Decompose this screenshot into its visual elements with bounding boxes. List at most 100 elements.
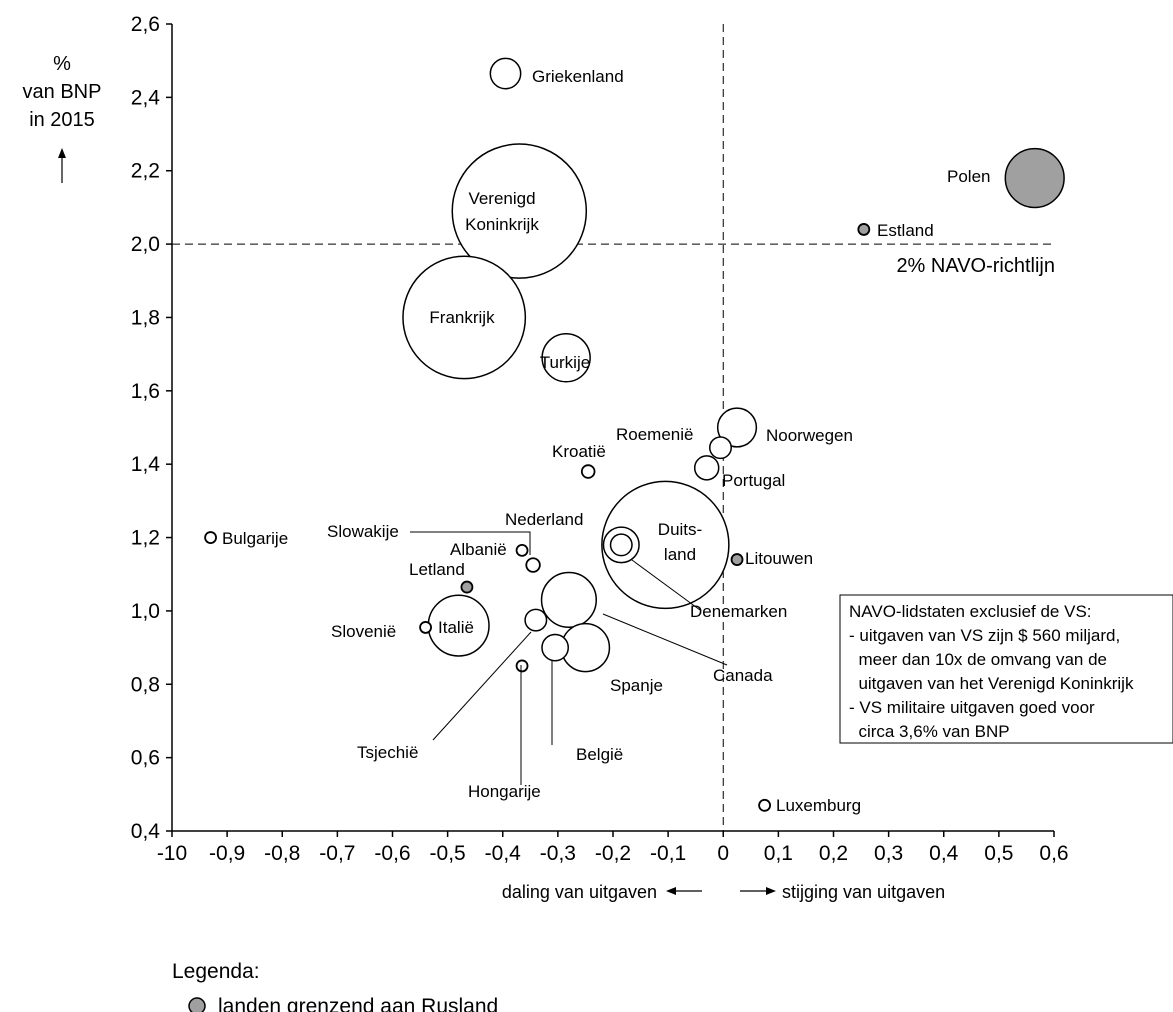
axes: 0,40,60,81,01,21,41,61,82,02,22,42,6-10-… xyxy=(131,13,1069,865)
bubble-sloveni- xyxy=(419,621,432,634)
label-slovenie: Slovenië xyxy=(331,622,396,641)
label-belgie: België xyxy=(576,745,623,764)
label-portugal: Portugal xyxy=(722,471,785,490)
x-tick-label: -0,6 xyxy=(374,842,410,865)
leader-lines xyxy=(410,531,728,785)
x-tick-label: 0,5 xyxy=(984,842,1013,865)
label-griekenland: Griekenland xyxy=(532,67,624,86)
y-tick-label: 2,2 xyxy=(131,160,160,183)
leader-line xyxy=(410,531,531,555)
y-tick-label: 2,4 xyxy=(131,86,161,109)
x-tick-label: -0,5 xyxy=(430,842,466,865)
x-tick-label: -0,3 xyxy=(540,842,576,865)
x-tick-label: 0,1 xyxy=(764,842,793,865)
bubble-tsjechi- xyxy=(524,608,548,632)
leader-line xyxy=(432,631,532,741)
bubble-litouwen xyxy=(730,553,744,566)
label-tsjechie: Tsjechië xyxy=(357,743,418,762)
note-box: NAVO-lidstaten exclusief de VS: - uitgav… xyxy=(839,594,1173,744)
legend: Legenda: landen grenzend aan Rusland xyxy=(172,960,498,1012)
bubble-canada xyxy=(540,571,598,629)
label-albanie: Albanië xyxy=(450,540,507,559)
bubble-roemeni- xyxy=(709,436,732,460)
label-kroatie: Kroatië xyxy=(552,442,606,461)
note-line-4: uitgaven van het Verenigd Koninkrijk xyxy=(849,674,1134,693)
bubble-kroati- xyxy=(580,464,596,479)
label-verenigd-koninkrijk-1: Verenigd xyxy=(468,189,535,208)
label-italie: Italië xyxy=(438,618,474,637)
bubble-polen xyxy=(1004,147,1065,209)
bubble-frankrijk xyxy=(402,255,527,380)
bubble-slowakije xyxy=(515,543,529,557)
bubble-estland xyxy=(857,223,871,236)
y-tick-label: 1,4 xyxy=(131,453,161,476)
bubble-albani- xyxy=(525,557,541,573)
note-line-1: NAVO-lidstaten exclusief de VS: xyxy=(849,602,1092,621)
note-line-2: - uitgaven van VS zijn $ 560 miljard, xyxy=(849,626,1120,645)
label-frankrijk: Frankrijk xyxy=(429,308,495,327)
label-verenigd-koninkrijk-2: Koninkrijk xyxy=(465,215,539,234)
bubble-noorwegen xyxy=(716,407,758,448)
left-arrow-icon xyxy=(666,887,702,895)
bubble-letland xyxy=(460,580,474,594)
label-bulgarije: Bulgarije xyxy=(222,529,288,548)
y-tick-label: 1,0 xyxy=(131,600,160,623)
bubble-luxemburg xyxy=(758,798,771,812)
label-letland: Letland xyxy=(409,560,465,579)
x-tick-label: 0,3 xyxy=(874,842,903,865)
x-tick-label: -0,7 xyxy=(319,842,355,865)
label-spanje: Spanje xyxy=(610,676,663,695)
y-tick-label: 0,8 xyxy=(131,673,160,696)
x-tick-label: 0,4 xyxy=(929,842,959,865)
y-axis-label-line1: % xyxy=(53,53,71,75)
bubbles xyxy=(204,57,1065,812)
bubble-hongarije xyxy=(515,659,529,673)
bubble-portugal xyxy=(693,455,720,481)
label-polen: Polen xyxy=(947,167,990,186)
label-canada: Canada xyxy=(713,666,773,685)
y-tick-label: 1,2 xyxy=(131,527,160,550)
legend-title: Legenda: xyxy=(172,960,260,983)
bubble-duitsland xyxy=(601,480,730,610)
x-direction-right-label: stijging van uitgaven xyxy=(782,882,945,902)
label-roemenie: Roemenië xyxy=(616,425,694,444)
bubble-bulgarije xyxy=(204,531,217,544)
label-denemarken: Denemarken xyxy=(690,602,787,621)
x-tick-label: 0 xyxy=(717,842,729,865)
leader-line xyxy=(602,613,728,666)
x-tick-label: -0,2 xyxy=(595,842,631,865)
y-axis-label-line2: van BNP xyxy=(23,81,102,103)
label-litouwen: Litouwen xyxy=(745,549,813,568)
x-tick-label: -0,9 xyxy=(209,842,245,865)
x-tick-label: -0,8 xyxy=(264,842,300,865)
y-tick-label: 0,6 xyxy=(131,747,160,770)
bubble-turkije xyxy=(541,333,591,383)
label-slowakije: Slowakije xyxy=(327,522,399,541)
x-direction-left-label: daling van uitgaven xyxy=(502,882,657,902)
y-tick-label: 1,8 xyxy=(131,306,160,329)
label-turkije: Turkije xyxy=(540,353,590,372)
label-noorwegen: Noorwegen xyxy=(766,426,853,445)
x-tick-label: 0,6 xyxy=(1039,842,1068,865)
x-tick-label: -0,1 xyxy=(650,842,686,865)
y-tick-label: 0,4 xyxy=(131,820,161,843)
note-line-6: circa 3,6% van BNP xyxy=(849,722,1010,741)
legend-swatch-russia-border xyxy=(188,997,206,1012)
x-tick-label: -10 xyxy=(157,842,187,865)
label-luxemburg: Luxemburg xyxy=(776,796,861,815)
x-tick-label: -0,4 xyxy=(485,842,522,865)
bubble-belgi- xyxy=(541,633,570,662)
label-duitsland-1: Duits- xyxy=(658,520,702,539)
y-tick-label: 1,6 xyxy=(131,380,160,403)
bubble-denemarken xyxy=(609,533,633,557)
label-duitsland-2: land xyxy=(664,545,696,564)
y-tick-label: 2,6 xyxy=(131,13,160,36)
label-hongarije: Hongarije xyxy=(468,782,541,801)
y-tick-label: 2,0 xyxy=(131,233,160,256)
reference-line-label: 2% NAVO-richtlijn xyxy=(896,255,1055,277)
x-tick-label: 0,2 xyxy=(819,842,848,865)
legend-item-label: landen grenzend aan Rusland xyxy=(218,995,498,1012)
y-axis-label-line3: in 2015 xyxy=(29,109,95,131)
y-axis-up-arrow-icon xyxy=(58,148,66,183)
